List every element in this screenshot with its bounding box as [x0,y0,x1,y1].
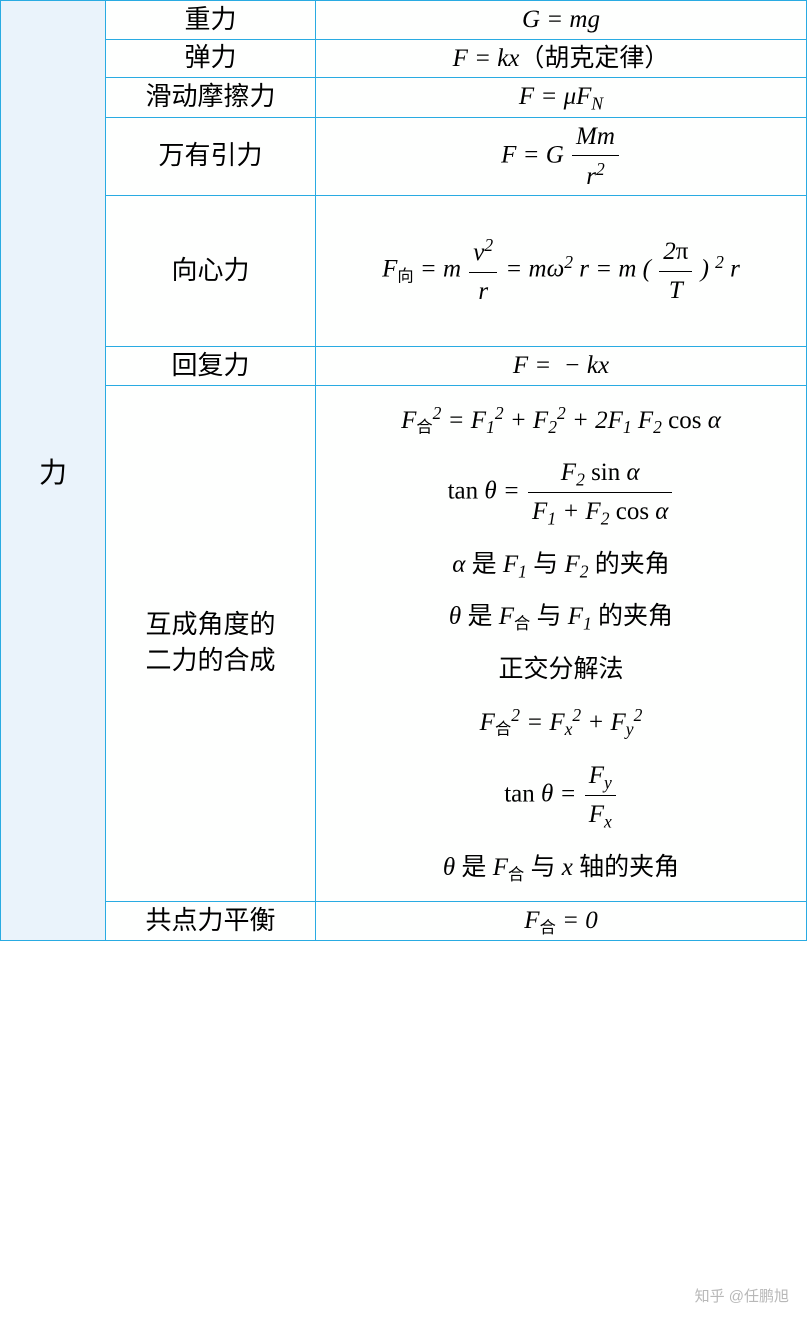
watermark-text: 知乎 @任鹏旭 [695,1285,789,1306]
category-cell: 力 [1,1,106,941]
table-row: 力 重力 G = mg [1,1,807,40]
table-row: 万有引力 F = G Mmr2 [1,117,807,196]
formula-line: tan θ = FyFx [316,757,806,835]
table-row: 向心力 F向 = m v2r = mω2 r = m ( 2πT ) 2 r [1,196,807,347]
table-row: 弹力 F = kx（胡克定律） [1,39,807,78]
formula-cell: F = μFN [316,78,807,118]
formula-cell: F合 = 0 [316,901,807,940]
physics-formula-table: 力 重力 G = mg 弹力 F = kx（胡克定律） 滑动摩擦力 F = μF… [0,0,807,941]
table-row: 回复力 F = − kx [1,347,807,386]
formula-line: θ 是 F合 与 F1 的夹角 [316,598,806,637]
formula-line: F合2 = F12 + F22 + 2F1 F2 cos α [316,400,806,440]
concept-cell: 滑动摩擦力 [106,78,316,118]
table-row: 互成角度的二力的合成 F合2 = F12 + F22 + 2F1 F2 cos … [1,385,807,901]
table-row: 滑动摩擦力 F = μFN [1,78,807,118]
formula-line: α 是 F1 与 F2 的夹角 [316,546,806,585]
concept-cell: 互成角度的二力的合成 [106,385,316,901]
formula-line: F合2 = Fx2 + Fy2 [316,702,806,742]
concept-cell: 共点力平衡 [106,901,316,940]
table-row: 共点力平衡 F合 = 0 [1,901,807,940]
concept-cell: 弹力 [106,39,316,78]
formula-cell: F = G Mmr2 [316,117,807,196]
concept-cell: 回复力 [106,347,316,386]
concept-cell: 重力 [106,1,316,40]
formula-line: tan θ = F2 sin αF1 + F2 cos α [316,454,806,532]
formula-cell: F合2 = F12 + F22 + 2F1 F2 cos α tan θ = F… [316,385,807,901]
formula-line: 正交分解法 [316,651,806,689]
formula-cell: F向 = m v2r = mω2 r = m ( 2πT ) 2 r [316,196,807,347]
formula-line: θ 是 F合 与 x 轴的夹角 [316,849,806,887]
concept-cell: 万有引力 [106,117,316,196]
formula-cell: F = − kx [316,347,807,386]
concept-cell: 向心力 [106,196,316,347]
formula-cell: F = kx（胡克定律） [316,39,807,78]
formula-cell: G = mg [316,1,807,40]
